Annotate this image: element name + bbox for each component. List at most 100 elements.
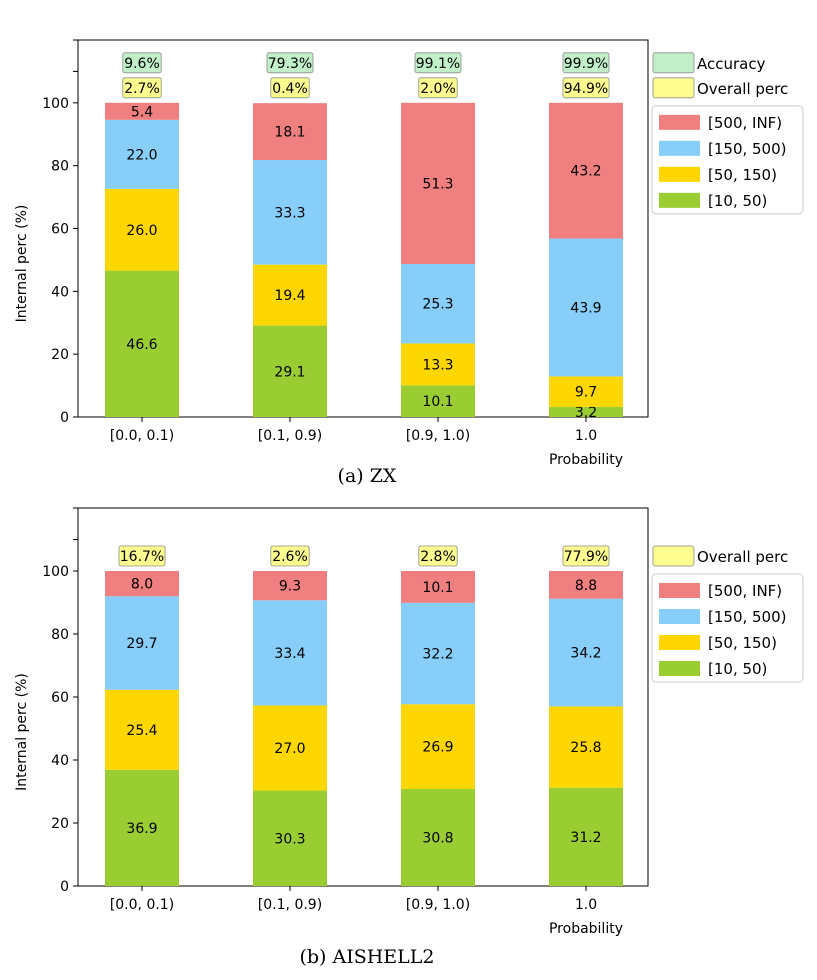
bar-value-label: 9.7 — [575, 385, 597, 401]
x-tick-label: [0.1, 0.9) — [258, 428, 322, 444]
annotation-overall-perc-box — [418, 545, 458, 567]
bar-segment — [253, 325, 327, 417]
legend-swatch — [659, 583, 700, 598]
legend-swatch — [659, 635, 700, 650]
x-tick-label: 1.0 — [575, 897, 597, 913]
annotation-accuracy: 99.1% — [416, 56, 460, 72]
bar-value-label: 5.4 — [131, 104, 153, 120]
bar-value-label: 26.9 — [422, 740, 453, 756]
bar-segment — [401, 788, 475, 886]
annotation-legend-label: Accuracy — [697, 55, 766, 73]
annotation-overall-perc: 2.7% — [124, 81, 160, 97]
bar-value-label: 29.7 — [126, 636, 157, 652]
y-tick-label: 40 — [51, 753, 69, 769]
bar-value-label: 33.4 — [274, 646, 305, 662]
bar-value-label: 43.9 — [570, 301, 601, 317]
bar-segment — [253, 264, 327, 326]
bar-value-label: 25.3 — [422, 297, 453, 313]
y-tick-label: 20 — [51, 347, 69, 363]
y-tick-label: 80 — [51, 159, 69, 175]
y-tick-label: 0 — [60, 879, 69, 895]
x-tick-label: 1.0 — [575, 428, 597, 444]
annotation-accuracy-box — [122, 52, 162, 74]
legend-label: [150, 500) — [708, 140, 787, 158]
annotation-overall-perc: 2.6% — [272, 549, 308, 565]
bar-segment — [105, 119, 179, 189]
bar-value-label: 32.2 — [422, 647, 453, 663]
bar-segment — [105, 270, 179, 417]
bar-value-label: 26.0 — [126, 223, 157, 239]
annotation-overall-perc: 0.4% — [272, 81, 308, 97]
y-axis-label: Internal perc (%) — [14, 673, 30, 791]
bar-segment — [549, 406, 623, 417]
annotation-accuracy: 79.3% — [268, 56, 312, 72]
y-tick-label: 80 — [51, 627, 69, 643]
bar-segment — [549, 787, 623, 886]
legend-label: [50, 150) — [708, 166, 777, 184]
bar-value-label: 8.8 — [575, 578, 597, 594]
legend-swatch — [659, 609, 700, 624]
bar-segment — [105, 571, 179, 597]
annotation-accuracy: 99.9% — [564, 56, 608, 72]
annotation-overall-perc: 2.8% — [420, 549, 456, 565]
x-tick-label: [0.9, 1.0) — [406, 428, 470, 444]
bar-segment — [401, 571, 475, 603]
legend-label: [150, 500) — [708, 608, 787, 626]
bar-segment — [105, 769, 179, 886]
legend-swatch — [659, 192, 700, 208]
bar-segment — [253, 600, 327, 706]
legend-label: [500, INF) — [708, 582, 782, 600]
y-tick-label: 60 — [51, 222, 69, 238]
annotation-legend-swatch — [652, 52, 695, 74]
y-tick-label: 20 — [51, 816, 69, 832]
bar-value-label: 19.4 — [274, 288, 305, 304]
legend-swatch — [659, 140, 700, 156]
annotation-overall-perc-box — [118, 545, 166, 567]
x-tick-label: [0.0, 0.1) — [110, 428, 174, 444]
legend-swatch — [659, 661, 700, 676]
bar-segment — [105, 689, 179, 770]
annotation-overall-perc: 16.7% — [120, 549, 164, 565]
y-axis-label: Internal perc (%) — [14, 205, 30, 323]
annotation-overall-perc-box — [562, 545, 610, 567]
bar-segment — [549, 706, 623, 788]
bar-segment — [105, 188, 179, 271]
annotation-overall-perc-box — [418, 77, 458, 99]
bar-segment — [253, 103, 327, 161]
bar-segment — [401, 264, 475, 344]
bar-segment — [401, 385, 475, 417]
bar-value-label: 33.3 — [274, 205, 305, 221]
bar-segment — [401, 102, 475, 265]
bar-segment — [105, 596, 179, 690]
bar-value-label: 29.1 — [274, 364, 305, 380]
annotation-overall-perc-box — [562, 77, 610, 99]
annotation-legend-swatch — [652, 545, 695, 567]
bar-value-label: 34.2 — [570, 646, 601, 662]
figure-caption: (b) AISHELL2 — [299, 946, 434, 968]
bar-segment — [401, 704, 475, 789]
bar-segment — [253, 571, 327, 601]
annotation-overall-perc: 94.9% — [564, 81, 608, 97]
bar-value-label: 3.2 — [575, 405, 597, 421]
annotation-accuracy-box — [266, 52, 314, 74]
bar-value-label: 51.3 — [422, 176, 453, 192]
bar-value-label: 10.1 — [422, 580, 453, 596]
bar-value-label: 9.3 — [279, 579, 301, 595]
bar-segment — [105, 102, 179, 120]
x-axis-label: Probability — [549, 452, 623, 468]
bar-value-label: 22.0 — [126, 147, 157, 163]
annotation-overall-perc: 2.0% — [420, 81, 456, 97]
annotation-legend-swatch — [652, 77, 695, 99]
y-tick-label: 0 — [60, 410, 69, 426]
y-tick-label: 100 — [42, 96, 69, 112]
bar-value-label: 18.1 — [274, 125, 305, 141]
annotation-accuracy: 9.6% — [124, 56, 160, 72]
annotation-accuracy-box — [414, 52, 462, 74]
bar-value-label: 8.0 — [131, 577, 153, 593]
annotation-legend-label: Overall perc — [697, 548, 788, 566]
bar-segment — [401, 343, 475, 386]
bar-value-label: 13.3 — [422, 357, 453, 373]
annotation-legend-label: Overall perc — [697, 80, 788, 98]
legend-swatch — [659, 114, 700, 130]
annotation-overall-perc-box — [270, 545, 310, 567]
